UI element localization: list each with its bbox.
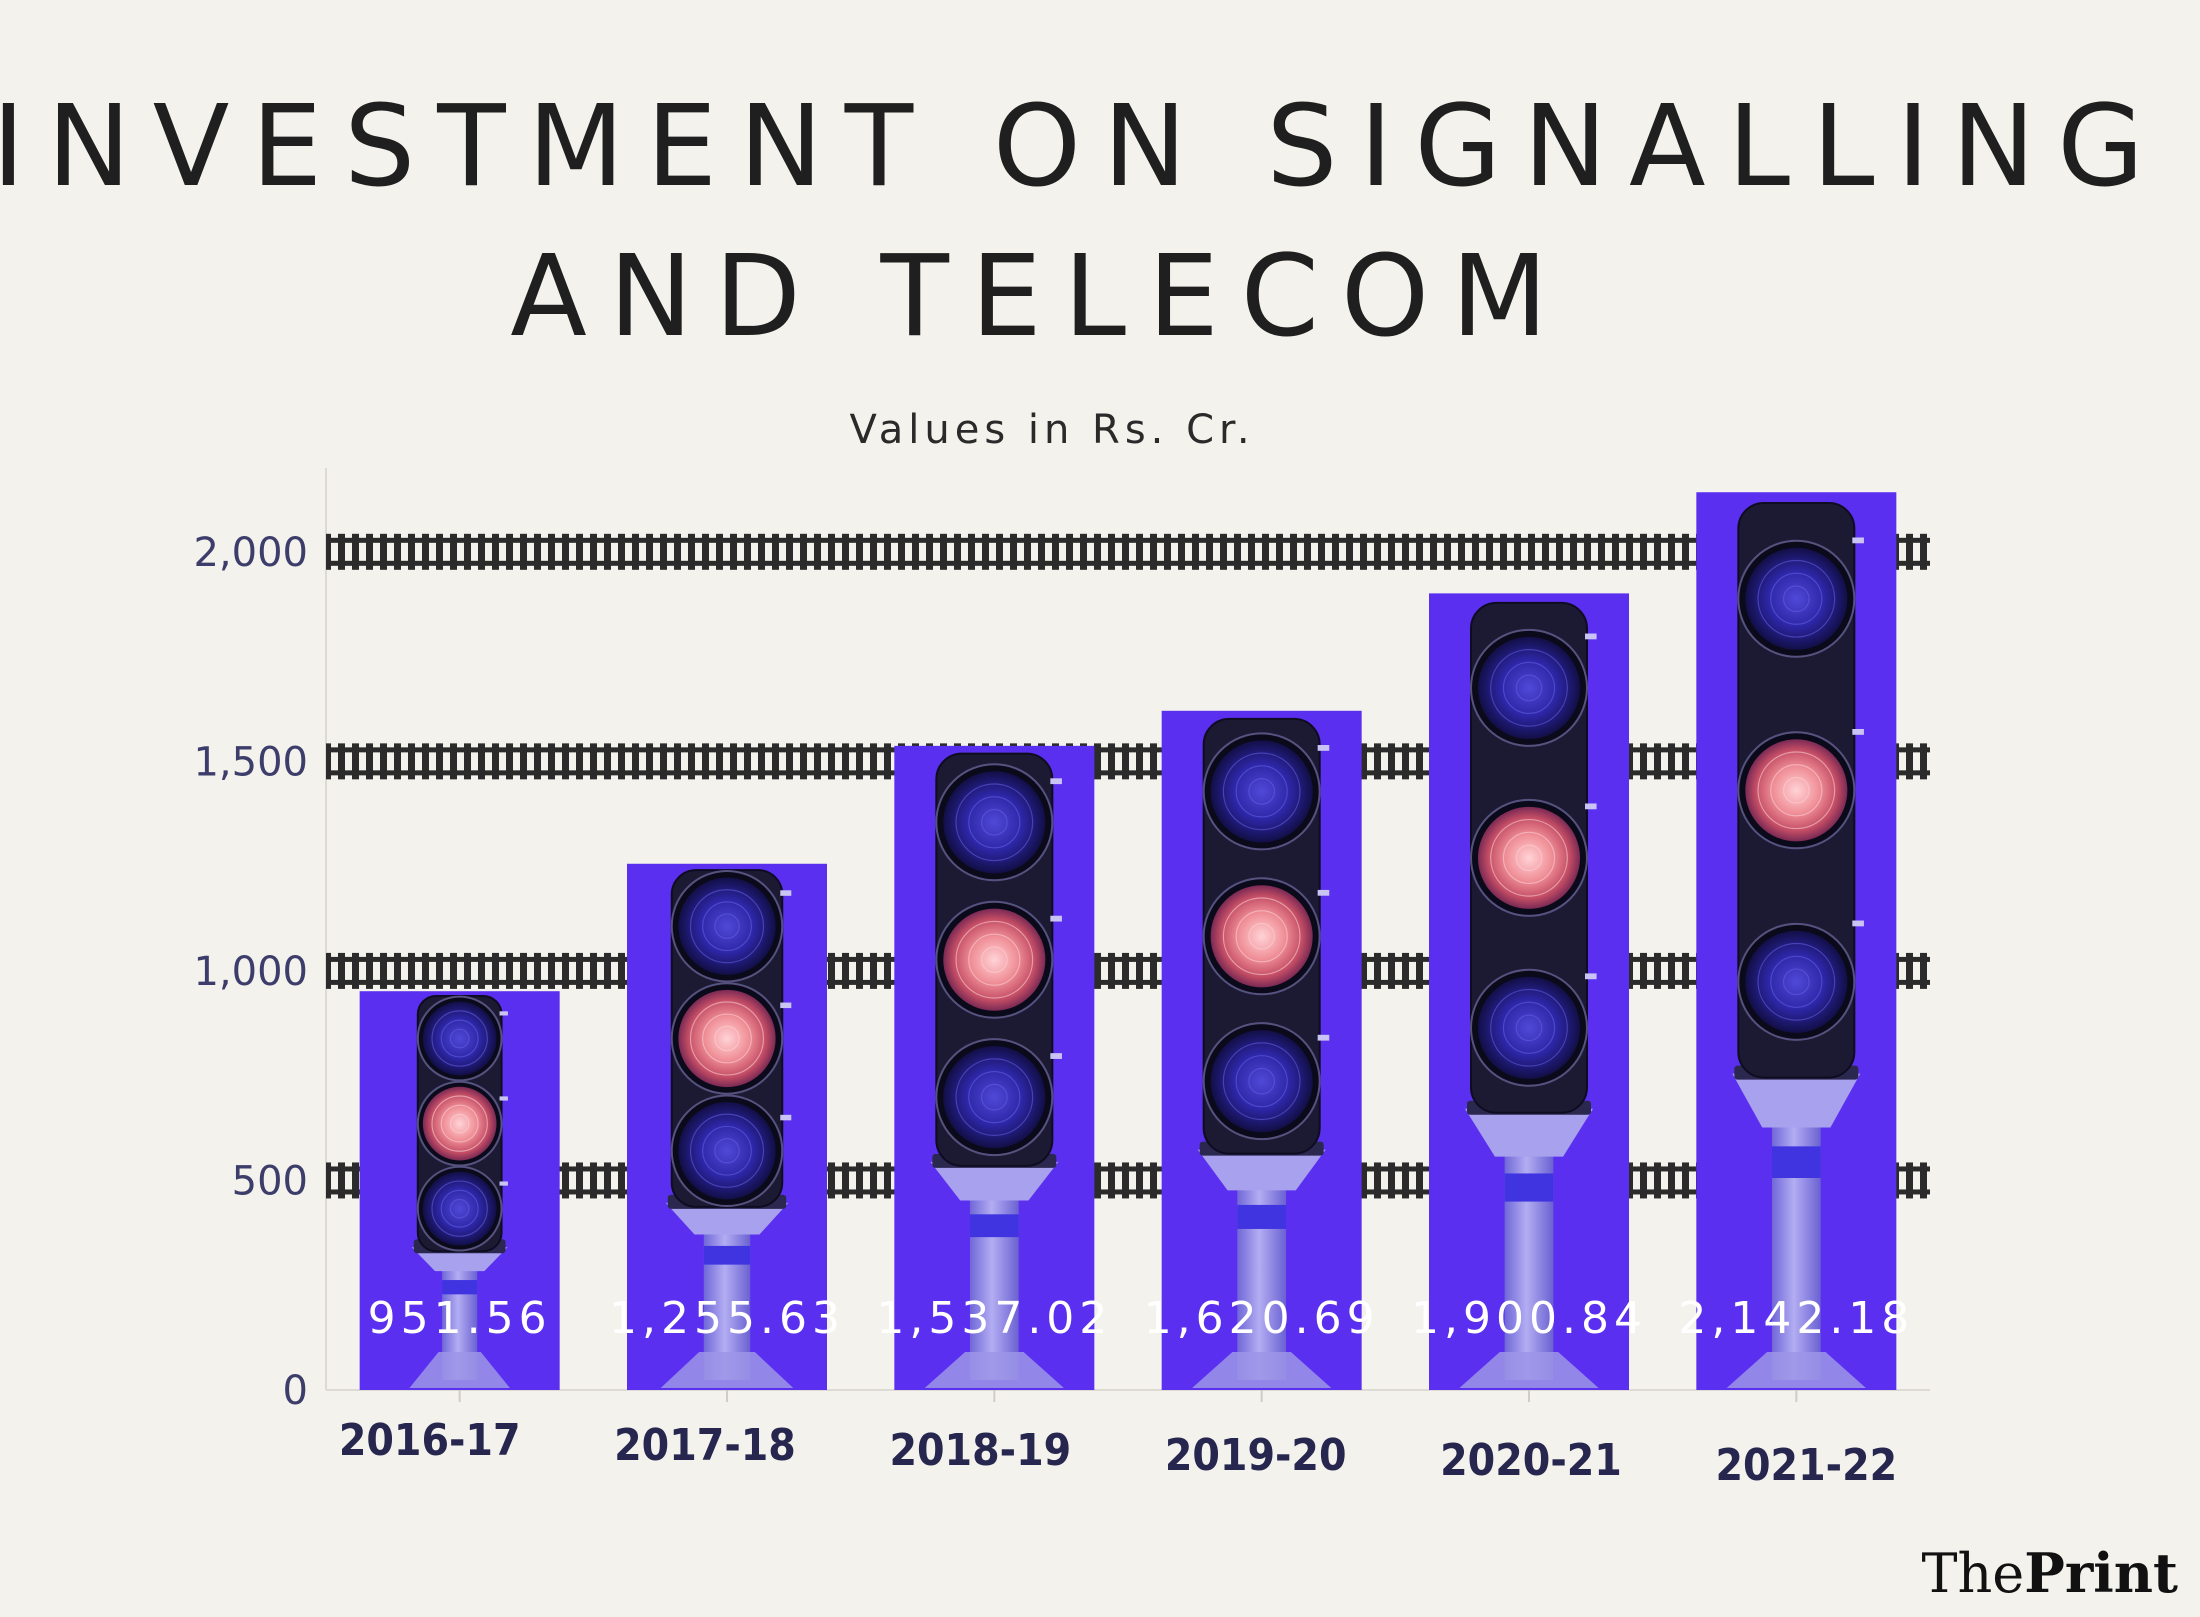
bar-group: 2,142.18	[1678, 492, 1914, 1391]
bar-value-label: 2,142.18	[1678, 1293, 1914, 1344]
axes	[325, 468, 1930, 1391]
x-tick-label: 2017-18	[614, 1420, 796, 1471]
brand-logo: ThePrint	[1921, 1541, 2178, 1605]
x-tick-label: 2021-22	[1715, 1440, 1897, 1491]
y-tick-label: 2,000	[193, 530, 308, 576]
x-tick-label: 2016-17	[339, 1415, 521, 1466]
gridline-track	[326, 1162, 1930, 1199]
bar-value-label: 1,537.02	[876, 1293, 1112, 1344]
bar-group: 1,900.84	[1411, 593, 1647, 1390]
bar-value-label: 1,900.84	[1411, 1293, 1647, 1344]
brand-the: The	[1921, 1542, 2024, 1605]
chart-subtitle: Values in Rs. Cr.	[849, 407, 1254, 453]
y-tick-label: 0	[283, 1368, 308, 1414]
signal-illustration	[660, 869, 794, 1388]
x-tick-label: 2019-20	[1165, 1430, 1347, 1481]
signal-illustration	[1192, 717, 1332, 1388]
gridline-track	[326, 952, 1930, 989]
signal-illustration	[1459, 601, 1599, 1388]
bar-value-label: 951.56	[368, 1293, 552, 1344]
bar-group: 1,255.63	[609, 863, 845, 1390]
signal-illustration	[1726, 502, 1866, 1388]
y-axis-ticks: 0 500 1,000 1,500 2,000	[193, 530, 308, 1414]
svg-text:ThePrint: ThePrint	[1921, 1541, 2178, 1605]
y-tick-label: 500	[232, 1158, 308, 1204]
brand-print: Print	[2024, 1541, 2178, 1605]
bar-group: 1,537.02	[876, 745, 1112, 1390]
chart-title-line-1: INVESTMENT ON SIGNALLING	[0, 82, 2166, 212]
railway-gridlines	[326, 533, 1930, 1199]
bars: 951.56 1,255.63 1,537.02 1,620.69 1,900.84 2,…	[359, 492, 1914, 1391]
y-tick-label: 1,000	[193, 949, 308, 995]
bar-group: 1,620.69	[1144, 710, 1380, 1390]
x-tick-label: 2018-19	[889, 1425, 1071, 1476]
y-tick-label: 1,500	[193, 739, 308, 785]
bar-group: 951.56	[359, 991, 560, 1390]
gridline-track	[326, 743, 1930, 780]
signal-illustration	[409, 994, 510, 1388]
bar-value-label: 1,620.69	[1144, 1293, 1380, 1344]
x-axis-ticks: 2016-17 2017-18 2018-19 2019-20 2020-21 2021-…	[339, 1390, 1897, 1491]
signal-illustration	[924, 752, 1064, 1388]
chart-title-line-2: AND TELECOM	[510, 232, 1570, 362]
x-tick-label: 2020-21	[1440, 1435, 1622, 1486]
gridline-track	[326, 533, 1930, 570]
bar-value-label: 1,255.63	[609, 1293, 845, 1344]
